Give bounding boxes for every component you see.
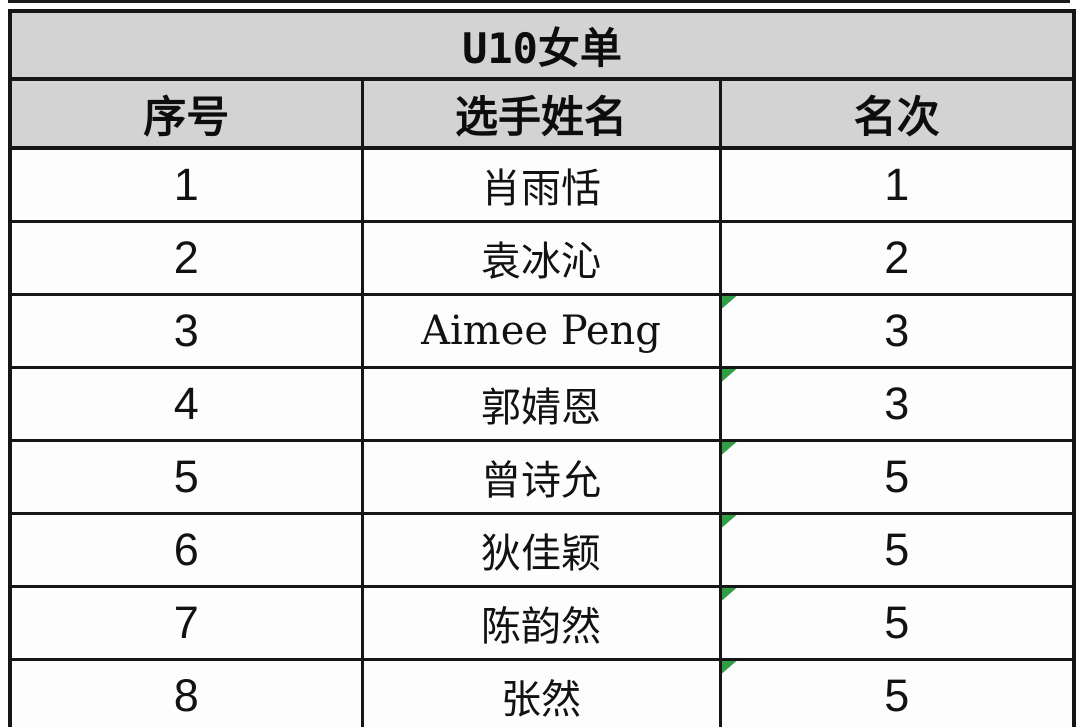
- cell-rank-value: 5: [884, 451, 910, 502]
- cell-rank: 3: [718, 366, 1076, 442]
- table-row: 4 郭婧恩 3: [8, 366, 1076, 442]
- table-row: 5 曾诗允 5: [8, 439, 1076, 515]
- table-row: 3 Aimee Peng 3: [8, 293, 1076, 369]
- cell-rank-value: 3: [884, 305, 910, 356]
- cropped-row-border: [8, 0, 1070, 3]
- cell-name: 狄佳颖: [360, 512, 722, 588]
- cell-note-flag-icon: [721, 296, 737, 309]
- cell-rank: 2: [718, 220, 1076, 296]
- cell-name: 肖雨恬: [360, 146, 722, 223]
- cell-rank-value: 1: [884, 159, 910, 210]
- cell-no: 4: [8, 366, 364, 442]
- cell-no: 6: [8, 512, 364, 588]
- cell-rank-value: 5: [884, 670, 910, 721]
- cell-name: Aimee Peng: [360, 293, 722, 369]
- table-title-row: U10女单: [8, 9, 1076, 81]
- table-row: 6 狄佳颖 5: [8, 512, 1076, 588]
- table-title: U10女单: [8, 9, 1076, 81]
- cell-rank: 1: [718, 146, 1076, 223]
- cell-name: 张然: [360, 658, 722, 727]
- cell-name: 陈韵然: [360, 585, 722, 661]
- cell-name: 郭婧恩: [360, 366, 722, 442]
- cell-note-flag-icon: [721, 442, 737, 455]
- table-row: 1 肖雨恬 1: [8, 146, 1076, 223]
- cell-note-flag-icon: [721, 515, 737, 528]
- cell-no: 7: [8, 585, 364, 661]
- cell-note-flag-icon: [721, 588, 737, 601]
- table-row: 7 陈韵然 5: [8, 585, 1076, 661]
- cell-rank: 3: [718, 293, 1076, 369]
- table-row: 2 袁冰沁 2: [8, 220, 1076, 296]
- cell-rank: 5: [718, 439, 1076, 515]
- table-header-row: 序号 选手姓名 名次: [8, 77, 1076, 150]
- cell-rank: 5: [718, 512, 1076, 588]
- cell-note-flag-icon: [721, 661, 737, 674]
- results-table: U10女单 序号 选手姓名 名次 1 肖雨恬 1 2 袁冰沁 2 3 Aimee…: [8, 9, 1077, 727]
- cell-no: 5: [8, 439, 364, 515]
- cell-note-flag-icon: [721, 369, 737, 382]
- column-header-no: 序号: [8, 77, 364, 150]
- cell-no: 2: [8, 220, 364, 296]
- cell-rank: 5: [718, 658, 1076, 727]
- column-header-rank: 名次: [718, 77, 1076, 150]
- cell-rank-value: 2: [884, 232, 910, 283]
- cell-rank-value: 5: [884, 524, 910, 575]
- column-header-name: 选手姓名: [360, 77, 722, 150]
- cell-rank-value: 5: [884, 597, 910, 648]
- cell-name: 袁冰沁: [360, 220, 722, 296]
- cell-no: 1: [8, 146, 364, 223]
- cell-name: 曾诗允: [360, 439, 722, 515]
- cell-no: 8: [8, 658, 364, 727]
- cell-rank: 5: [718, 585, 1076, 661]
- cell-rank-value: 3: [884, 378, 910, 429]
- cell-no: 3: [8, 293, 364, 369]
- table-row: 8 张然 5: [8, 658, 1076, 727]
